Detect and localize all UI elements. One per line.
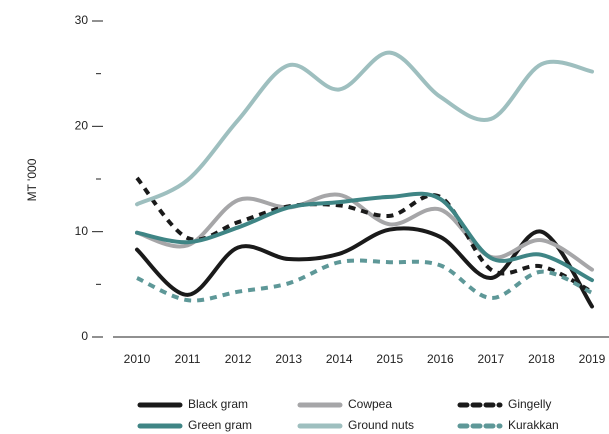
x-tick-label: 2018 [528, 352, 555, 366]
x-tick-label: 2016 [427, 352, 454, 366]
line [136, 258, 593, 303]
y-tick-label: 0 [81, 329, 88, 343]
legend-label: Cowpea [348, 397, 392, 411]
line [135, 50, 594, 207]
x-tick-label: 2011 [175, 352, 201, 366]
legend-label: Green gram [188, 418, 252, 432]
x-tick-label: 2017 [478, 352, 505, 366]
y-tick-label: 30 [75, 13, 89, 27]
x-tick-label: 2010 [124, 352, 151, 366]
legend-label: Ground nuts [348, 418, 414, 432]
y-tick-label: 10 [75, 224, 89, 238]
x-tick-label: 2014 [326, 352, 353, 366]
x-tick-label: 2015 [376, 352, 403, 366]
y-tick-label: 20 [75, 119, 89, 133]
legend-label: Gingelly [508, 397, 551, 411]
line [135, 191, 594, 283]
legend-label: Black gram [188, 397, 248, 411]
line [135, 226, 594, 309]
line [135, 176, 593, 294]
y-axis-label: MT '000 [25, 158, 39, 201]
x-tick-label: 2019 [579, 352, 606, 366]
legend-label: Kurakkan [508, 418, 559, 432]
x-tick-label: 2012 [225, 352, 252, 366]
x-tick-label: 2013 [275, 352, 302, 366]
